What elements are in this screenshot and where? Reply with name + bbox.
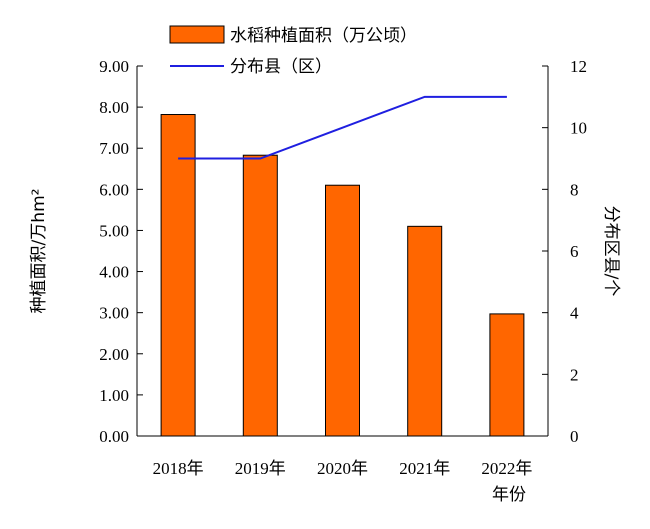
- left-tick-label: 0.00: [99, 427, 129, 446]
- right-tick-label: 6: [570, 242, 579, 261]
- right-tick-label: 10: [570, 119, 587, 138]
- x-tick-label: 2019年: [235, 459, 286, 478]
- x-ticks: 2018年 2019年 2020年 2021年 2022年: [153, 459, 533, 478]
- left-tick-label: 9.00: [99, 57, 129, 76]
- left-tick-label: 1.00: [99, 386, 129, 405]
- right-tick-label: 12: [570, 57, 587, 76]
- series-line: [178, 95, 507, 160]
- x-tick-label: 2021年: [399, 459, 450, 478]
- bars: [160, 114, 525, 437]
- bar: [407, 225, 443, 437]
- x-axis-title: 年份: [492, 485, 526, 505]
- left-tick-label: 3.00: [99, 304, 129, 323]
- line-series: [178, 95, 507, 160]
- right-tick-label: 8: [570, 180, 579, 199]
- left-tick-label: 6.00: [99, 180, 129, 199]
- left-tick-label: 2.00: [99, 345, 129, 364]
- x-tick-label: 2020年: [317, 459, 368, 478]
- legend-bar-swatch: [169, 25, 225, 44]
- left-tick-label: 8.00: [99, 98, 129, 117]
- x-tick-label: 2018年: [153, 459, 204, 478]
- right-y-ticks: 0 2 4 6 8 10 12: [542, 57, 587, 446]
- bar: [242, 154, 278, 437]
- left-tick-label: 7.00: [99, 139, 129, 158]
- x-tick-label: 2022年: [481, 459, 532, 478]
- right-tick-label: 4: [570, 304, 579, 323]
- legend-bar-label: 水稻种植面积（万公顷）: [230, 26, 417, 46]
- left-tick-label: 5.00: [99, 221, 129, 240]
- legend: 水稻种植面积（万公顷） 分布县（区）: [169, 25, 417, 77]
- left-y-ticks: 0.00 1.00 2.00 3.00 4.00 5.00 6.00 7.00 8.00 9.00: [99, 57, 143, 446]
- bar: [325, 184, 360, 437]
- right-tick-label: 2: [570, 365, 579, 384]
- bar: [489, 313, 525, 437]
- right-axis-title: 分布区县/个: [601, 206, 621, 297]
- bar: [160, 114, 196, 437]
- left-tick-label: 4.00: [99, 263, 129, 282]
- right-tick-label: 0: [570, 427, 579, 446]
- left-axis-title: 种植面积/万hm²: [29, 189, 49, 314]
- legend-line-label: 分布县（区）: [230, 57, 332, 77]
